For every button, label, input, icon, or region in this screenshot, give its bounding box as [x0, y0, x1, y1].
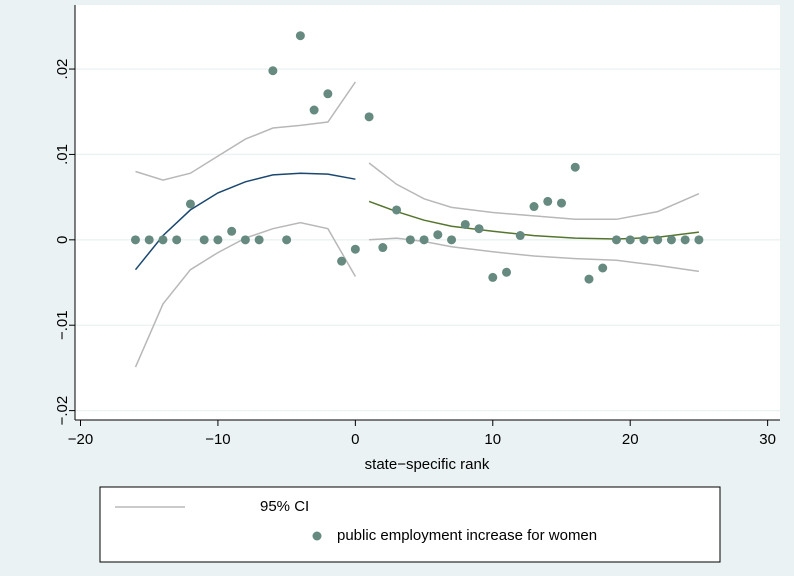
- point: [378, 243, 388, 253]
- point: [515, 231, 525, 241]
- point: [185, 199, 195, 209]
- point: [543, 196, 553, 206]
- point: [254, 235, 264, 245]
- line: [134, 172, 356, 271]
- point: [323, 89, 333, 99]
- point: [227, 226, 237, 236]
- point: [694, 235, 704, 245]
- point: [680, 235, 690, 245]
- point: [611, 235, 621, 245]
- y-tick-label: .02: [54, 59, 71, 80]
- point: [144, 235, 154, 245]
- point: [529, 202, 539, 212]
- point: [584, 274, 594, 284]
- plot-area: [75, 5, 780, 420]
- point: [213, 235, 223, 245]
- point: [447, 235, 457, 245]
- point: [666, 235, 676, 245]
- x-tick-label: 0: [351, 431, 359, 448]
- point: [364, 112, 374, 122]
- point: [556, 198, 566, 208]
- point: [598, 263, 608, 273]
- legend-swatch: [312, 531, 322, 541]
- point: [309, 105, 319, 115]
- point: [625, 235, 635, 245]
- x-tick-label: 30: [759, 431, 776, 448]
- x-tick-label: 10: [484, 431, 501, 448]
- point: [433, 230, 443, 240]
- point: [474, 224, 484, 234]
- x-tick-label: −10: [205, 431, 230, 448]
- legend-label: 95% CI: [260, 498, 309, 515]
- point: [240, 235, 250, 245]
- x-axis-title: state−specific rank: [365, 456, 490, 473]
- point: [172, 235, 182, 245]
- point: [130, 235, 140, 245]
- point: [392, 205, 402, 215]
- point: [268, 66, 278, 76]
- point: [639, 235, 649, 245]
- point: [337, 256, 347, 266]
- line: [368, 200, 699, 240]
- point: [460, 219, 470, 229]
- point: [199, 235, 209, 245]
- point: [570, 162, 580, 172]
- point: [405, 235, 415, 245]
- legend-label: public employment increase for women: [337, 527, 597, 544]
- point: [295, 31, 305, 41]
- point: [350, 244, 360, 254]
- point: [419, 235, 429, 245]
- y-tick-label: −.02: [54, 396, 71, 426]
- line: [135, 81, 357, 181]
- point: [282, 235, 292, 245]
- line: [368, 162, 700, 221]
- y-tick-label: −.01: [54, 310, 71, 340]
- legend: [99, 486, 721, 563]
- point: [502, 267, 512, 277]
- point: [488, 272, 498, 282]
- x-tick-label: 20: [622, 431, 639, 448]
- point: [158, 235, 168, 245]
- x-tick-label: −20: [68, 431, 93, 448]
- point: [653, 235, 663, 245]
- y-tick-label: .01: [54, 144, 71, 165]
- y-tick-label: 0: [54, 236, 71, 244]
